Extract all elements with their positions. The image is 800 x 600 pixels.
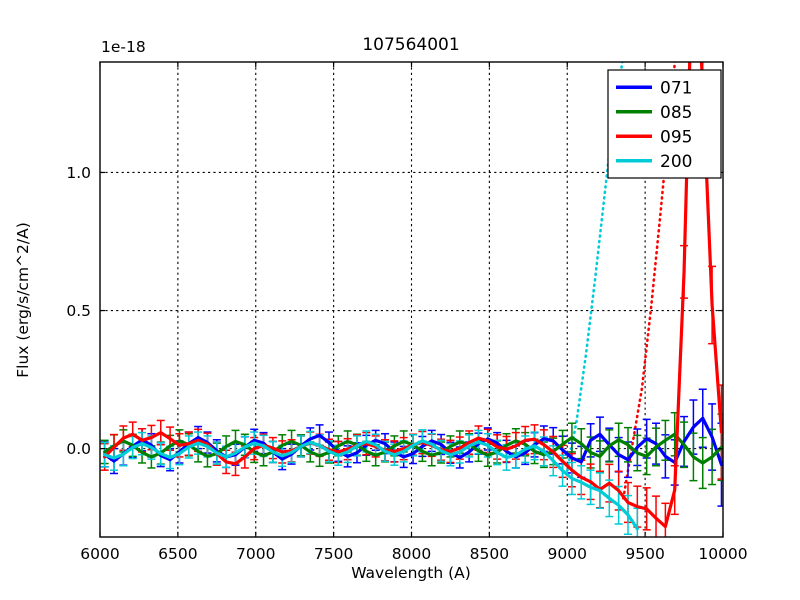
axis-ticks [99,62,724,537]
y-tick-label: 0.5 [66,302,91,320]
y-axis-title: Flux (erg/s/cm^2/A) [14,222,32,378]
data-series-layer [100,62,723,537]
x-tick-label: 8000 [392,545,431,563]
legend-label-095: 095 [660,127,692,147]
y-tick-label: 0.0 [66,440,91,458]
axis-tick-labels: 6000 6500 7000 7500 8000 8500 9000 9500 10000 0.0… [66,164,747,563]
legend-label-200: 200 [660,152,692,172]
x-tick-label: 10000 [698,545,747,563]
x-tick-label: 9500 [625,545,664,563]
x-axis-title: Wavelength (A) [351,564,471,582]
x-tick-label: 7000 [236,545,275,563]
page-title: 107564001 [362,35,459,55]
x-tick-label: 6000 [80,545,119,563]
y-axis-offset-label: 1e-18 [101,38,146,56]
legend[interactable]: 071 085 095 200 [607,69,722,179]
series-line-200[interactable] [103,439,639,531]
legend-entry-071[interactable]: 071 [616,78,692,98]
x-tick-label: 8500 [470,545,509,563]
x-tick-label: 7500 [314,545,353,563]
legend-label-085: 085 [660,103,692,123]
legend-entry-095[interactable]: 095 [616,127,692,147]
x-tick-label: 9000 [548,545,587,563]
x-tick-label: 6500 [158,545,197,563]
legend-entry-200[interactable]: 200 [616,152,692,172]
y-tick-label: 1.0 [66,164,91,182]
legend-label-071: 071 [660,78,692,98]
legend-entry-085[interactable]: 085 [616,103,692,123]
